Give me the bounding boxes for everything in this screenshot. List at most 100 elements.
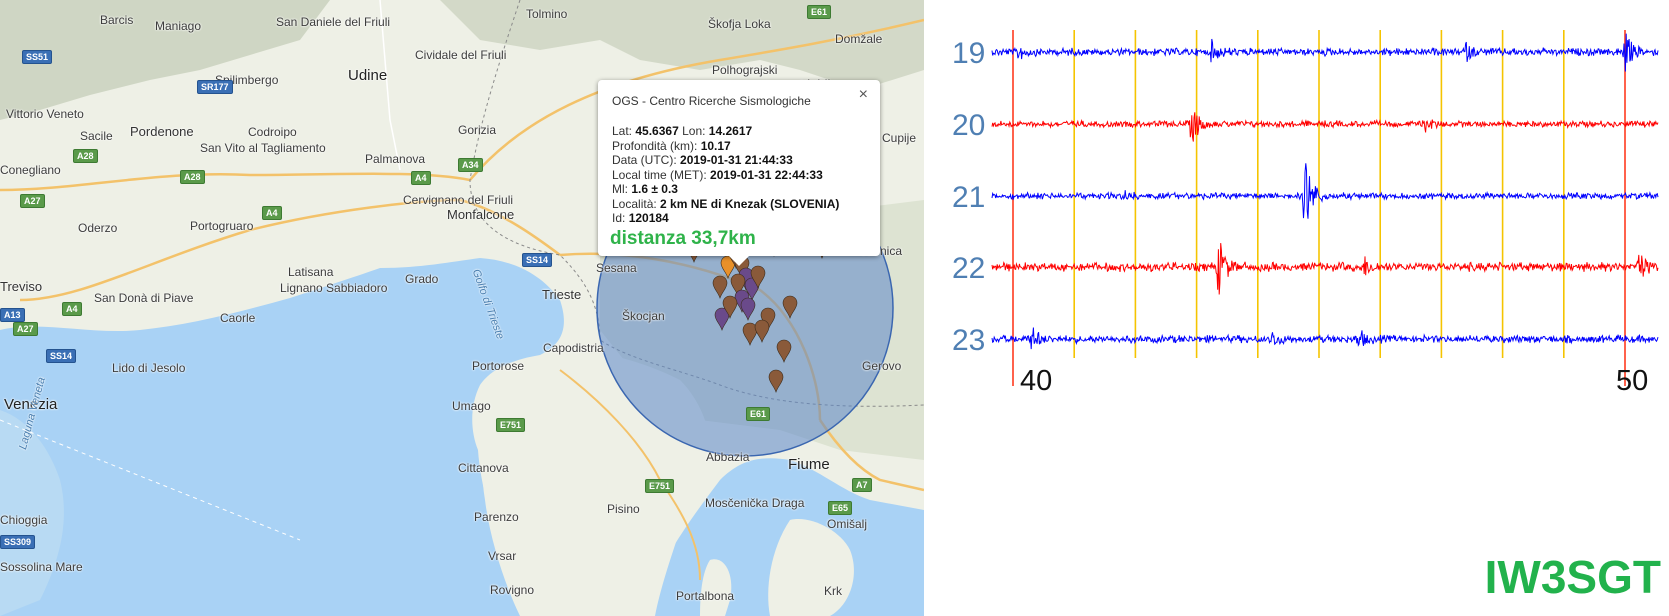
close-icon[interactable]: × bbox=[858, 86, 868, 103]
popup-tip bbox=[729, 256, 749, 266]
brand-callsign: IW3SGT bbox=[1484, 551, 1661, 603]
place-label: Grado bbox=[405, 272, 439, 286]
row-location: Località: 2 km NE di Knezak (SLOVENIA) bbox=[612, 196, 840, 211]
road-shield: A7 bbox=[852, 478, 872, 492]
place-label: Treviso bbox=[0, 279, 43, 294]
earthquake-marker[interactable] bbox=[742, 322, 758, 346]
place-label: Fiume bbox=[788, 456, 830, 473]
place-label: Lignano Sabbiadoro bbox=[280, 281, 388, 295]
place-label: Lido di Jesolo bbox=[112, 361, 186, 375]
earthquake-marker[interactable] bbox=[740, 297, 756, 321]
event-popup[interactable]: × OGS - Centro Ricerche Sismologiche Lat… bbox=[598, 80, 880, 266]
road-shield: A4 bbox=[411, 171, 431, 185]
place-label: Venezia bbox=[4, 396, 58, 413]
road-shield: A27 bbox=[20, 194, 45, 208]
place-label: Omišalj bbox=[827, 517, 868, 531]
place-label: Portalbona bbox=[676, 589, 735, 603]
road-shield: SS51 bbox=[22, 50, 53, 64]
seismogram-trace bbox=[991, 327, 1659, 350]
place-label: Gorizia bbox=[458, 123, 497, 137]
place-label: Vrsar bbox=[488, 549, 517, 563]
road-shield: A28 bbox=[73, 149, 98, 163]
earthquake-marker[interactable] bbox=[730, 273, 746, 297]
road-shield: E751 bbox=[645, 479, 675, 493]
hour-labels: 19 20 21 22 23 bbox=[952, 37, 985, 357]
place-label: Latisana bbox=[288, 265, 334, 279]
distance-label: distanza 33,7km bbox=[610, 228, 756, 249]
place-label: Chioggia bbox=[0, 513, 48, 527]
place-label: Domžale bbox=[835, 32, 883, 46]
earthquake-marker[interactable] bbox=[768, 369, 784, 393]
popup-details: Lat: 45.6367 Lon: 14.2617 Profondità (km… bbox=[612, 124, 839, 226]
road-shield: E65 bbox=[828, 501, 853, 515]
row-depth: Profondità (km): 10.17 bbox=[612, 138, 731, 153]
road-shield: A4 bbox=[62, 302, 82, 316]
road-shield: E751 bbox=[496, 418, 526, 432]
earthquake-marker[interactable] bbox=[712, 275, 728, 299]
place-label: Krk bbox=[824, 584, 842, 598]
place-label: Polhograjski bbox=[712, 63, 778, 77]
road-shield: SS14 bbox=[46, 349, 77, 363]
place-label: Škocjan bbox=[622, 309, 665, 323]
place-label: Portogruaro bbox=[190, 219, 254, 233]
place-label: Vittorio Veneto bbox=[6, 107, 84, 121]
popup-org: OGS - Centro Ricerche Sismologiche bbox=[612, 94, 811, 108]
hour-label: 23 bbox=[952, 324, 985, 357]
earthquake-marker[interactable] bbox=[776, 339, 792, 363]
place-label: Abbazia bbox=[706, 450, 750, 464]
earthquake-marker[interactable] bbox=[754, 319, 770, 343]
road-shield: E61 bbox=[807, 5, 832, 19]
road-shield: A4 bbox=[262, 206, 282, 220]
place-label: Pisino bbox=[607, 502, 640, 516]
minute-start-label: 40 bbox=[1020, 365, 1052, 397]
row-id: Id: 120184 bbox=[612, 211, 669, 225]
place-label: Monfalcone bbox=[447, 207, 515, 222]
road-shield: A13 bbox=[0, 308, 25, 322]
place-label: Rovigno bbox=[490, 583, 535, 597]
place-label: Pordenone bbox=[130, 124, 194, 139]
road-shield: SS309 bbox=[0, 535, 36, 549]
row-utc: Data (UTC): 2019-01-31 21:44:33 bbox=[612, 153, 793, 167]
road-shield: A28 bbox=[180, 170, 205, 184]
place-label: Cupije bbox=[882, 131, 917, 145]
earthquake-marker[interactable] bbox=[714, 307, 730, 331]
row-ml: Ml: 1.6 ± 0.3 bbox=[612, 182, 678, 196]
seismogram-trace bbox=[991, 163, 1659, 219]
place-label: Portorose bbox=[472, 359, 525, 373]
place-label: Barcis bbox=[100, 13, 134, 27]
hour-label: 20 bbox=[952, 109, 985, 142]
place-label: Caorle bbox=[220, 311, 256, 325]
earthquake-marker[interactable] bbox=[750, 265, 766, 289]
place-label: Conegliano bbox=[0, 163, 61, 177]
place-label: Capodistria bbox=[543, 341, 604, 355]
road-shield: A34 bbox=[458, 158, 483, 172]
hour-label: 21 bbox=[952, 181, 985, 214]
place-label: Cittanova bbox=[458, 461, 509, 475]
road-shield: SR177 bbox=[197, 80, 233, 94]
place-label: Sacile bbox=[80, 129, 113, 143]
seismogram-trace bbox=[991, 243, 1659, 295]
seismogram-traces bbox=[991, 33, 1659, 350]
place-label: Cervignano del Friuli bbox=[403, 193, 514, 207]
earthquake-marker[interactable] bbox=[782, 295, 798, 319]
seismogram-trace bbox=[991, 33, 1659, 72]
place-label: Maniago bbox=[155, 19, 202, 33]
place-label: Udine bbox=[348, 67, 388, 84]
map-panel[interactable]: Barcis Maniago San Daniele del Friuli Tolmi… bbox=[0, 0, 924, 616]
place-label: Mosčenička Draga bbox=[705, 496, 805, 510]
road-shield: E61 bbox=[746, 407, 771, 421]
place-label: Škofja Loka bbox=[708, 17, 771, 31]
seismogram-panel: 19 20 21 22 23 40 50 bbox=[952, 30, 1659, 397]
earthquake-marker[interactable] bbox=[722, 295, 738, 319]
place-label: San Donà di Piave bbox=[94, 291, 194, 305]
hour-label: 22 bbox=[952, 252, 985, 285]
place-label: Gerovo bbox=[862, 359, 902, 373]
minute-end-label: 50 bbox=[1616, 365, 1648, 397]
place-label: Trieste bbox=[542, 287, 582, 302]
place-label: Sesana bbox=[596, 261, 637, 275]
place-label: San Vito al Tagliamento bbox=[200, 141, 326, 155]
place-label: Umago bbox=[452, 399, 491, 413]
row-met: Local time (MET): 2019-01-31 22:44:33 bbox=[612, 167, 823, 182]
place-label: San Daniele del Friuli bbox=[276, 15, 391, 29]
row-latlon: Lat: 45.6367 Lon: 14.2617 bbox=[612, 124, 753, 138]
